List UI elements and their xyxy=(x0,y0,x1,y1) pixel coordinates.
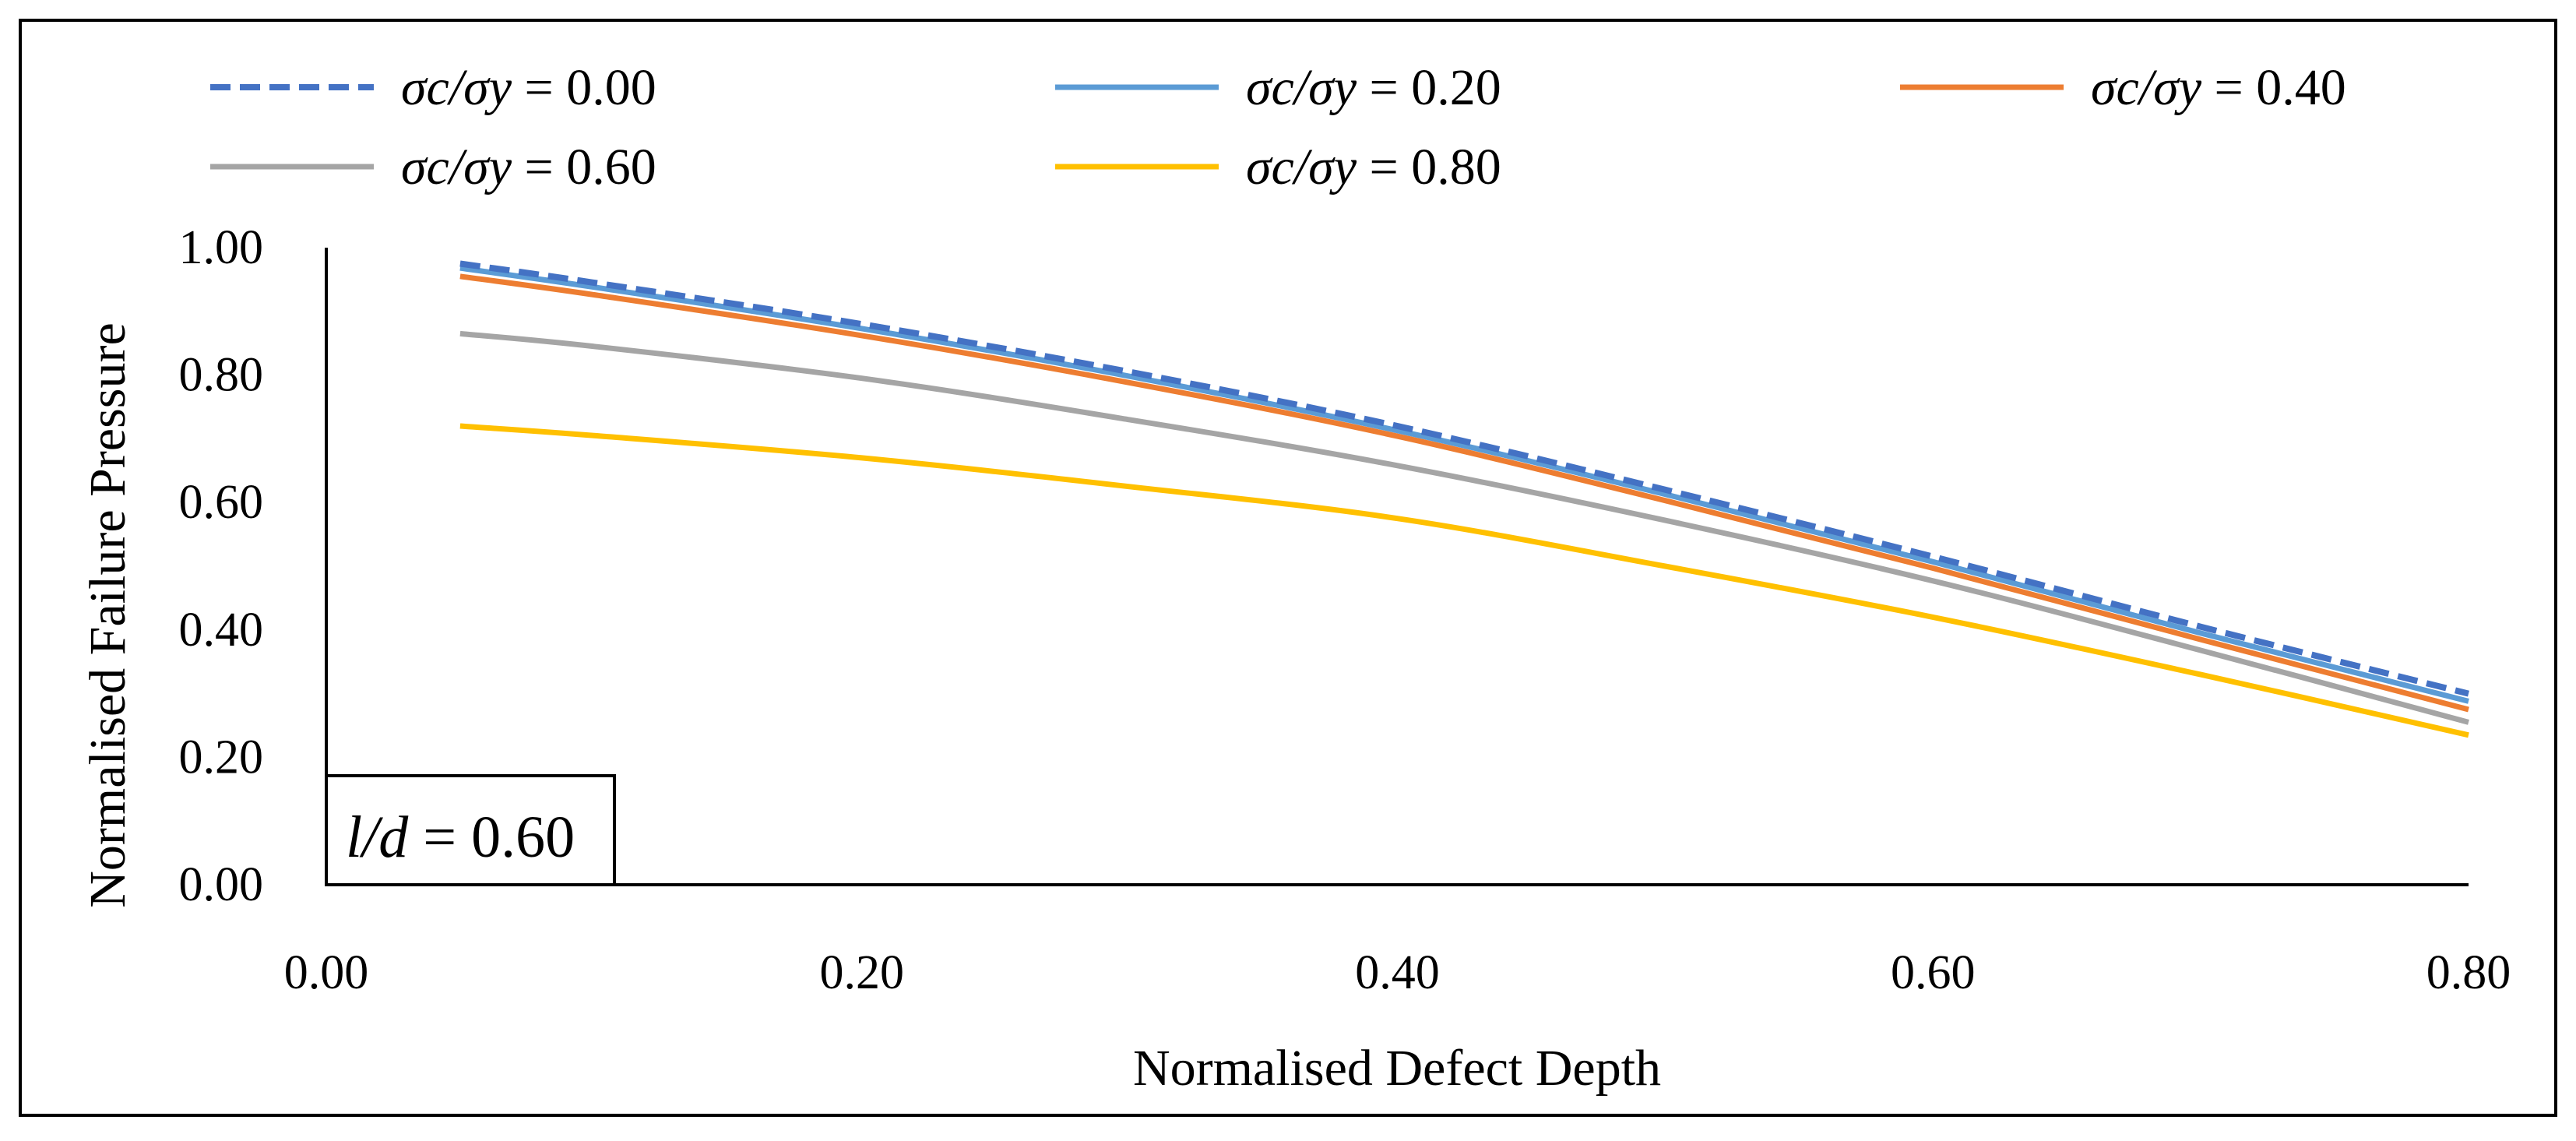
legend-label-value-0: = 0.00 xyxy=(512,59,656,116)
series-layer xyxy=(459,260,2469,738)
legend-label-symbol-1: σc/σy xyxy=(1246,59,1357,116)
legend-item-4: σc/σy = 0.80 xyxy=(1055,139,1501,195)
annotation-label: l/d = 0.60 xyxy=(346,805,575,870)
y-tick-label-5: 1.00 xyxy=(179,221,264,274)
x-axis-title: Normalised Defect Depth xyxy=(1133,1040,1661,1097)
legend-label-symbol-3: σc/σy xyxy=(401,139,512,195)
x-tick-labels: 0.00 0.20 0.40 0.60 0.80 xyxy=(284,946,2511,999)
series-line-0 xyxy=(459,260,2469,697)
legend-label-4: σc/σy = 0.80 xyxy=(1246,139,1501,195)
legend-item-3: σc/σy = 0.60 xyxy=(210,139,656,195)
annotation-italic: l/d xyxy=(346,805,409,870)
x-tick-label-2: 0.40 xyxy=(1355,946,1440,999)
legend-label-value-1: = 0.20 xyxy=(1357,59,1501,116)
legend-item-0: σc/σy = 0.00 xyxy=(210,59,656,116)
legend-label-symbol-4: σc/σy xyxy=(1246,139,1357,195)
legend-label-value-3: = 0.60 xyxy=(512,139,656,195)
y-axis-title: Normalised Failure Pressure xyxy=(79,322,136,908)
legend: σc/σy = 0.00 σc/σy = 0.20 σc/σy = 0.40σc/σ… xyxy=(210,59,2346,195)
legend-label-symbol-0: σc/σy xyxy=(401,59,512,116)
series-line-1 xyxy=(459,265,2469,704)
legend-label-2: σc/σy = 0.40 xyxy=(2091,59,2346,116)
x-tick-label-0: 0.00 xyxy=(284,946,369,999)
y-tick-label-1: 0.20 xyxy=(179,731,264,784)
legend-label-3: σc/σy = 0.60 xyxy=(401,139,656,195)
figure-border xyxy=(19,19,2557,1117)
x-tick-label-4: 0.80 xyxy=(2426,946,2511,999)
x-tick-label-1: 0.20 xyxy=(820,946,905,999)
series-line-4 xyxy=(459,423,2469,738)
annotation-value: = 0.60 xyxy=(408,805,575,870)
legend-item-1: σc/σy = 0.20 xyxy=(1055,59,1501,116)
series-line-3 xyxy=(459,330,2469,725)
y-tick-labels: 0.00 0.20 0.40 0.60 0.80 1.00 xyxy=(179,221,264,911)
legend-label-value-4: = 0.80 xyxy=(1357,139,1501,195)
legend-item-2: σc/σy = 0.40 xyxy=(1900,59,2346,116)
legend-label-0: σc/σy = 0.00 xyxy=(401,59,656,116)
y-tick-label-3: 0.60 xyxy=(179,476,264,529)
y-tick-label-0: 0.00 xyxy=(179,858,264,911)
series-line-2 xyxy=(459,273,2469,713)
annotation-border xyxy=(325,774,616,886)
x-tick-label-3: 0.60 xyxy=(1891,946,1976,999)
legend-label-value-2: = 0.40 xyxy=(2201,59,2346,116)
y-tick-label-4: 0.80 xyxy=(179,349,264,402)
y-tick-label-2: 0.40 xyxy=(179,604,264,657)
annotation-box: l/d = 0.60 xyxy=(325,774,616,886)
legend-label-1: σc/σy = 0.20 xyxy=(1246,59,1501,116)
legend-label-symbol-2: σc/σy xyxy=(2091,59,2202,116)
